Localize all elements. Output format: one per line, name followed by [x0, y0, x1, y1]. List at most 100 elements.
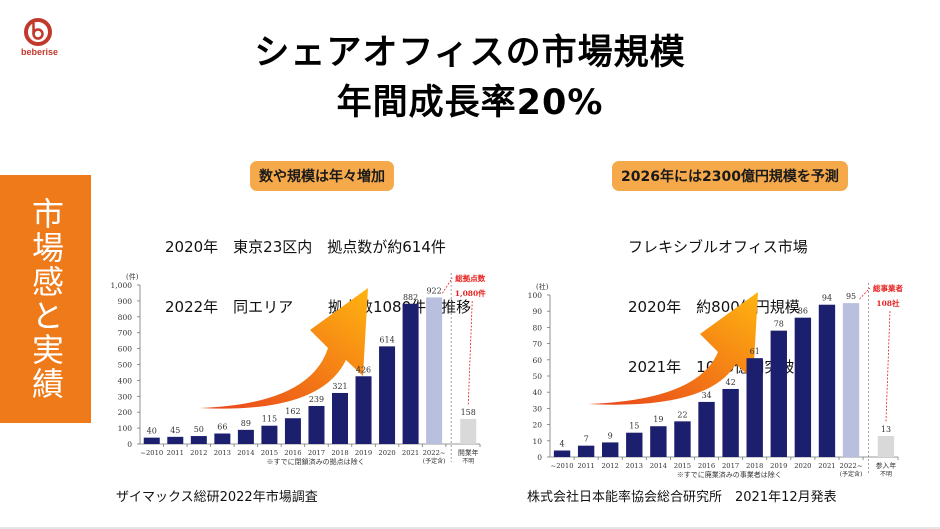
y-tick-label: 900	[118, 297, 133, 306]
bar-value-label: 15	[629, 422, 639, 431]
chart-office-locations: (件) 0 100 200 300 400 500 600 700 800 900 1,000 40 ~2…	[111, 272, 487, 466]
x-tick-label: 2013	[626, 462, 643, 470]
right-source-citation: 株式会社日本能率協会総合研究所 2021年12月発表	[527, 490, 837, 505]
chart-footnote: ※すでに閉鎖済みの拠点は除く	[267, 457, 365, 466]
bar-2018	[746, 358, 763, 457]
beberise-b-logo-icon	[24, 18, 52, 46]
bar-2017	[308, 405, 325, 444]
bar-2022~	[842, 303, 860, 457]
x-tick-label: 2015	[674, 462, 691, 470]
x-tick-label: 2017	[308, 449, 325, 457]
bar-value-label: 78	[774, 320, 784, 329]
x-tick-label: 2012	[190, 449, 207, 457]
x-tick-label: 2020	[378, 449, 395, 457]
x-tick-label: 2014	[650, 462, 667, 470]
bar-2017	[722, 388, 739, 457]
logo: beberise	[21, 18, 58, 57]
bar-2018	[332, 392, 348, 444]
growth-arrow-icon	[588, 292, 758, 405]
y-tick-label: 40	[532, 388, 542, 397]
x-tick-label: ~2010	[140, 449, 163, 457]
x-tick-sublabel: (予定含)	[423, 457, 446, 465]
y-tick-label: 0	[537, 453, 542, 462]
left-source-citation: ザイマックス総研2022年市場調査	[116, 490, 318, 505]
total-annotation-title: 総拠点数	[455, 273, 485, 283]
bar-value-label: 882	[403, 293, 418, 302]
bar-value-label: 66	[217, 423, 227, 432]
x-tick-label: 2016	[284, 449, 301, 457]
x-tick-label: 2022~	[840, 462, 863, 470]
bar-2022~	[426, 297, 443, 444]
bar-参入年	[877, 435, 895, 457]
bar-value-label: 13	[881, 425, 891, 434]
x-tick-label: 2018	[331, 449, 348, 457]
y-tick-label: 100	[528, 291, 543, 300]
bar-2020	[794, 317, 812, 457]
bar-2012	[602, 442, 619, 457]
left-highlight-pill: 数や規模は年々増加	[250, 161, 394, 191]
bar-value-label: 426	[356, 365, 371, 374]
y-tick-label: 600	[118, 345, 133, 354]
y-tick-label: 80	[532, 323, 542, 332]
bar-value-label: 614	[379, 335, 394, 344]
x-tick-label: 2019	[770, 462, 787, 470]
y-tick-label: 30	[532, 404, 542, 413]
x-tick-sublabel: 不明	[462, 458, 474, 465]
bar-value-label: 19	[653, 415, 663, 424]
x-tick-label: 2013	[214, 449, 231, 457]
x-tick-label: 2019	[355, 449, 372, 457]
bar-value-label: 94	[822, 294, 832, 303]
page-title: シェアオフィスの市場規模	[254, 33, 686, 73]
bar-value-label: 7	[584, 435, 589, 444]
bar-2011	[577, 445, 595, 457]
y-tick-label: 50	[532, 372, 542, 381]
chart-operators: (社) 0 10 20 30 40 50 60 70 80 90 100 4 ~2010 7 2011 9 201…	[528, 282, 904, 479]
bar-2020	[379, 346, 396, 444]
left-description-line: 2020年 東京23区内 拠点数が約614件	[165, 238, 446, 256]
x-tick-sublabel: (予定含)	[840, 470, 863, 478]
bar-2011	[167, 436, 184, 444]
y-tick-label: 0	[127, 440, 132, 449]
annotation-connector	[885, 310, 891, 422]
y-tick-label: 20	[532, 421, 542, 430]
bar-2014	[650, 426, 667, 457]
x-tick-label: 2021	[818, 462, 835, 470]
bottom-divider	[0, 527, 940, 529]
section-side-tab: 市場感と実績	[0, 175, 91, 423]
total-annotation-value: 108社	[876, 298, 900, 308]
bar-value-label: 45	[170, 426, 180, 435]
y-tick-label: 200	[118, 408, 133, 417]
x-tick-label: 開業年	[458, 448, 479, 457]
bar-value-label: 40	[147, 427, 157, 436]
y-tick-label: 800	[118, 313, 133, 322]
x-tick-label: 2015	[261, 449, 278, 457]
y-tick-label: 100	[118, 424, 133, 433]
annotation-connector	[859, 287, 871, 300]
y-tick-label: 1,000	[111, 281, 133, 290]
y-tick-label: 700	[118, 329, 133, 338]
bar-2014	[237, 429, 254, 444]
growth-arrow-icon	[200, 288, 368, 409]
annotation-connector	[467, 300, 473, 405]
bar-value-label: 22	[677, 410, 687, 419]
bar-value-label: 239	[309, 395, 324, 404]
x-tick-label: ~2010	[551, 462, 574, 470]
x-tick-label: 2018	[746, 462, 763, 470]
y-tick-label: 300	[118, 392, 133, 401]
x-tick-label: 2022~	[423, 449, 446, 457]
x-tick-label: 2017	[722, 462, 739, 470]
x-tick-sublabel: 不明	[880, 471, 892, 478]
total-annotation-title: 総事業者	[873, 283, 903, 293]
y-tick-label: 70	[532, 340, 542, 349]
bar-value-label: 34	[701, 391, 711, 400]
bar-value-label: 42	[726, 378, 736, 387]
y-tick-label: 60	[532, 356, 542, 365]
y-tick-label: 500	[118, 361, 133, 370]
bar-2019	[770, 330, 787, 457]
bar-value-label: 115	[262, 415, 277, 424]
y-axis-unit-label: (社)	[536, 282, 549, 291]
bar-2015	[261, 425, 278, 444]
x-tick-label: 2012	[602, 462, 619, 470]
bar-value-label: 158	[461, 408, 476, 417]
bar-value-label: 50	[194, 425, 204, 434]
